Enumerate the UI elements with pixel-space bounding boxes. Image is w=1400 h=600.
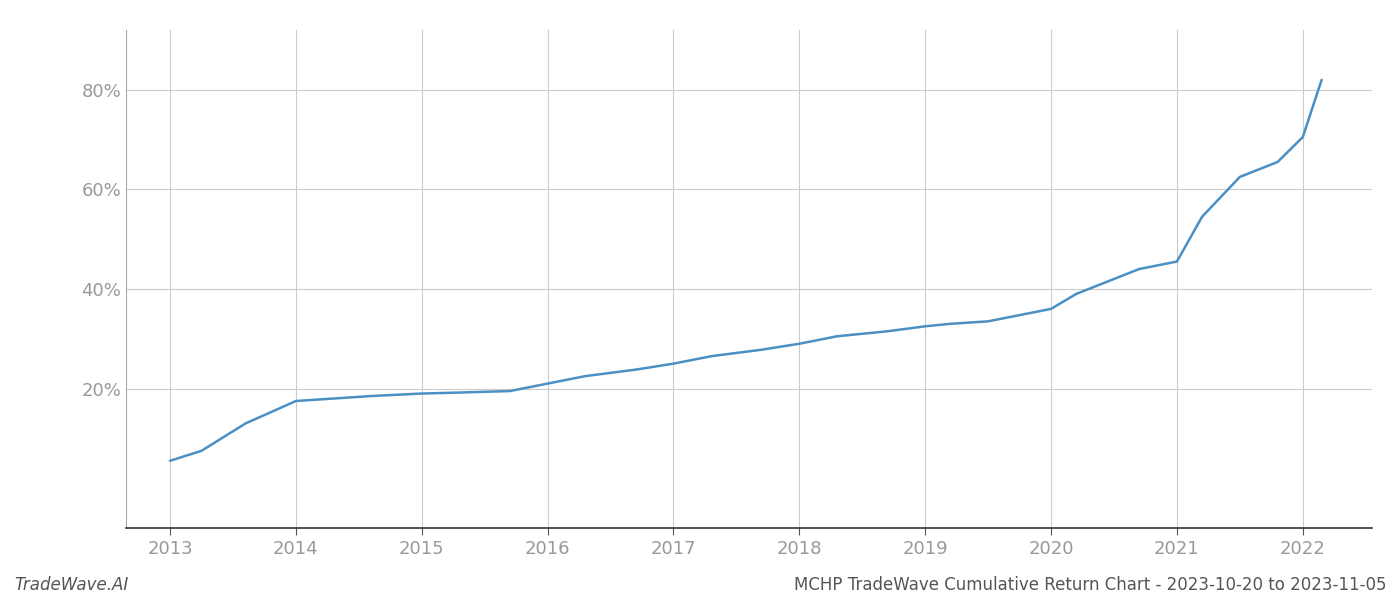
Text: MCHP TradeWave Cumulative Return Chart - 2023-10-20 to 2023-11-05: MCHP TradeWave Cumulative Return Chart -… [794,576,1386,594]
Text: TradeWave.AI: TradeWave.AI [14,576,129,594]
